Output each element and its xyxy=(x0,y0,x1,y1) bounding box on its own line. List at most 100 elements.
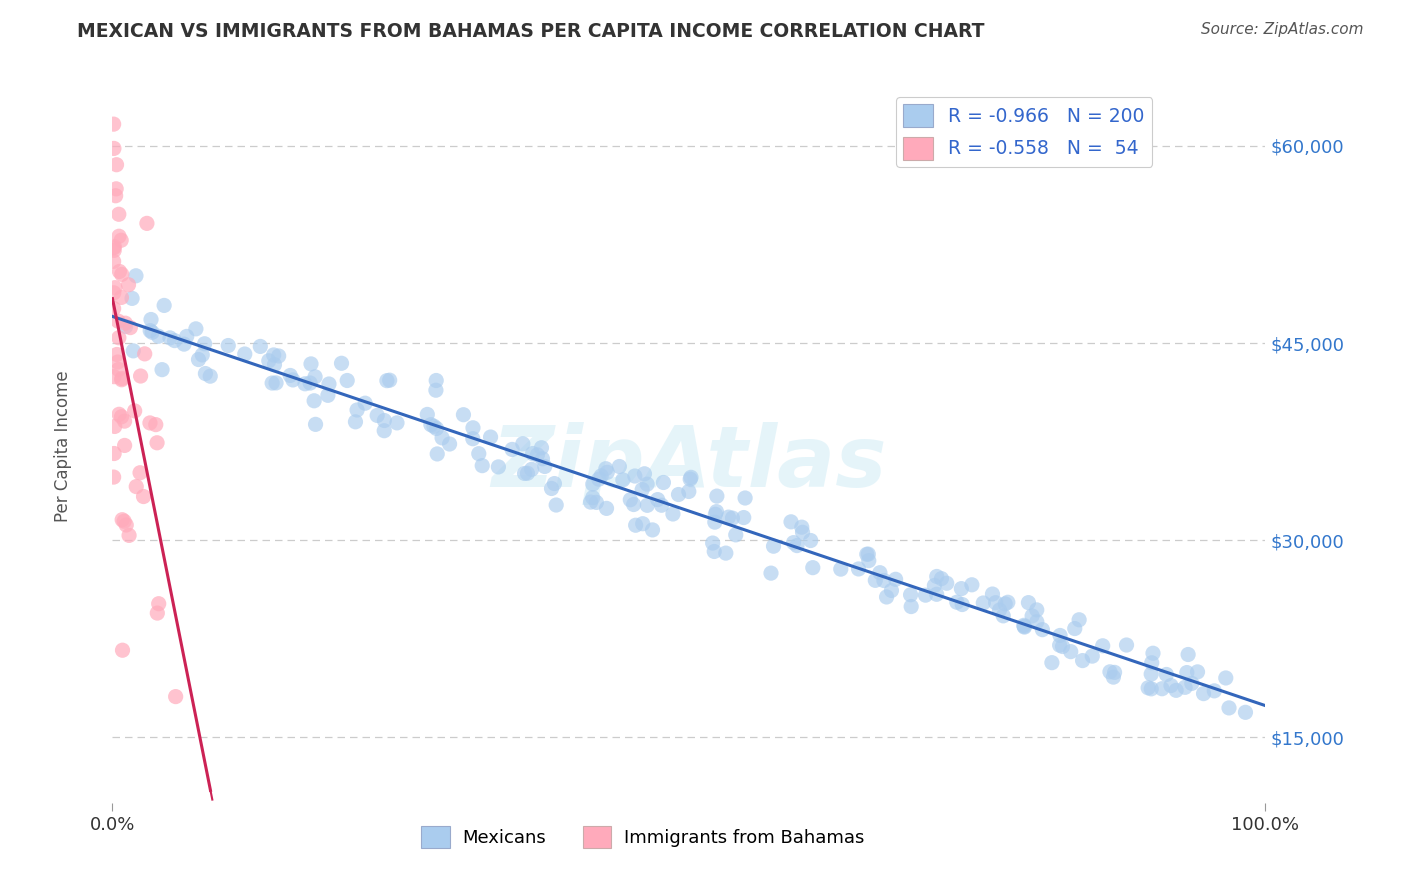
Point xyxy=(110,290,132,304)
Point xyxy=(103,254,125,268)
Point xyxy=(880,583,903,598)
Point xyxy=(103,117,125,131)
Point xyxy=(264,376,287,390)
Point xyxy=(790,520,813,534)
Point xyxy=(111,268,134,282)
Point xyxy=(117,277,139,292)
Point xyxy=(486,459,509,474)
Point xyxy=(900,599,922,614)
Point xyxy=(543,476,565,491)
Point xyxy=(103,241,125,255)
Point xyxy=(263,348,285,362)
Point xyxy=(1187,665,1209,679)
Point xyxy=(935,576,957,591)
Point xyxy=(1031,623,1053,637)
Point xyxy=(121,292,143,306)
Point xyxy=(501,442,523,457)
Point xyxy=(165,690,187,704)
Point xyxy=(1140,656,1163,670)
Point xyxy=(461,421,484,435)
Point xyxy=(426,447,449,461)
Point xyxy=(163,334,186,348)
Point xyxy=(540,482,562,496)
Point xyxy=(924,578,946,592)
Point xyxy=(721,511,744,525)
Point xyxy=(1049,628,1071,642)
Point xyxy=(124,404,146,418)
Point xyxy=(103,446,125,460)
Point xyxy=(1069,613,1091,627)
Point xyxy=(679,472,702,486)
Point xyxy=(759,566,782,581)
Point xyxy=(416,408,439,422)
Point xyxy=(108,229,131,244)
Point xyxy=(668,487,690,501)
Point xyxy=(354,396,377,410)
Point xyxy=(1025,615,1047,629)
Point xyxy=(425,421,447,435)
Point xyxy=(531,451,554,466)
Point xyxy=(278,368,301,383)
Point xyxy=(103,285,125,300)
Point xyxy=(869,566,891,580)
Point xyxy=(107,314,129,328)
Point xyxy=(631,483,654,497)
Point xyxy=(114,316,136,330)
Point xyxy=(194,336,217,351)
Point xyxy=(1081,649,1104,664)
Point xyxy=(855,547,877,561)
Point xyxy=(972,596,994,610)
Point xyxy=(125,480,148,494)
Point xyxy=(257,353,280,368)
Point xyxy=(1174,681,1197,695)
Point xyxy=(641,523,664,537)
Point xyxy=(724,528,747,542)
Point xyxy=(1071,654,1094,668)
Point xyxy=(146,606,169,620)
Point xyxy=(596,466,619,480)
Point xyxy=(1142,646,1164,660)
Point xyxy=(582,491,605,505)
Point xyxy=(120,320,142,334)
Point xyxy=(135,216,157,230)
Point xyxy=(129,369,152,384)
Point xyxy=(114,414,136,428)
Point xyxy=(1115,638,1137,652)
Point xyxy=(110,233,132,247)
Point xyxy=(479,430,502,444)
Point xyxy=(1175,665,1198,680)
Point xyxy=(900,588,922,602)
Point xyxy=(612,473,634,487)
Point xyxy=(801,560,824,574)
Point xyxy=(110,409,132,424)
Point xyxy=(302,393,325,408)
Point xyxy=(1104,665,1126,680)
Point xyxy=(108,331,131,345)
Point xyxy=(786,539,808,553)
Point xyxy=(105,347,128,361)
Point xyxy=(704,508,727,522)
Point xyxy=(103,470,125,484)
Point xyxy=(651,498,673,512)
Point xyxy=(107,362,129,376)
Point xyxy=(378,373,401,387)
Point xyxy=(533,459,555,474)
Point xyxy=(194,367,217,381)
Point xyxy=(141,326,163,340)
Point xyxy=(122,343,145,358)
Point xyxy=(780,515,803,529)
Point xyxy=(139,416,162,430)
Text: MEXICAN VS IMMIGRANTS FROM BAHAMAS PER CAPITA INCOME CORRELATION CHART: MEXICAN VS IMMIGRANTS FROM BAHAMAS PER C… xyxy=(77,22,984,41)
Point xyxy=(294,376,316,391)
Point xyxy=(103,301,125,316)
Point xyxy=(582,477,605,491)
Point xyxy=(950,582,973,596)
Point xyxy=(139,312,162,326)
Point xyxy=(103,141,125,155)
Point xyxy=(706,505,728,519)
Point xyxy=(153,298,176,312)
Point xyxy=(734,491,756,505)
Point xyxy=(678,484,700,499)
Point xyxy=(385,416,408,430)
Point xyxy=(636,499,658,513)
